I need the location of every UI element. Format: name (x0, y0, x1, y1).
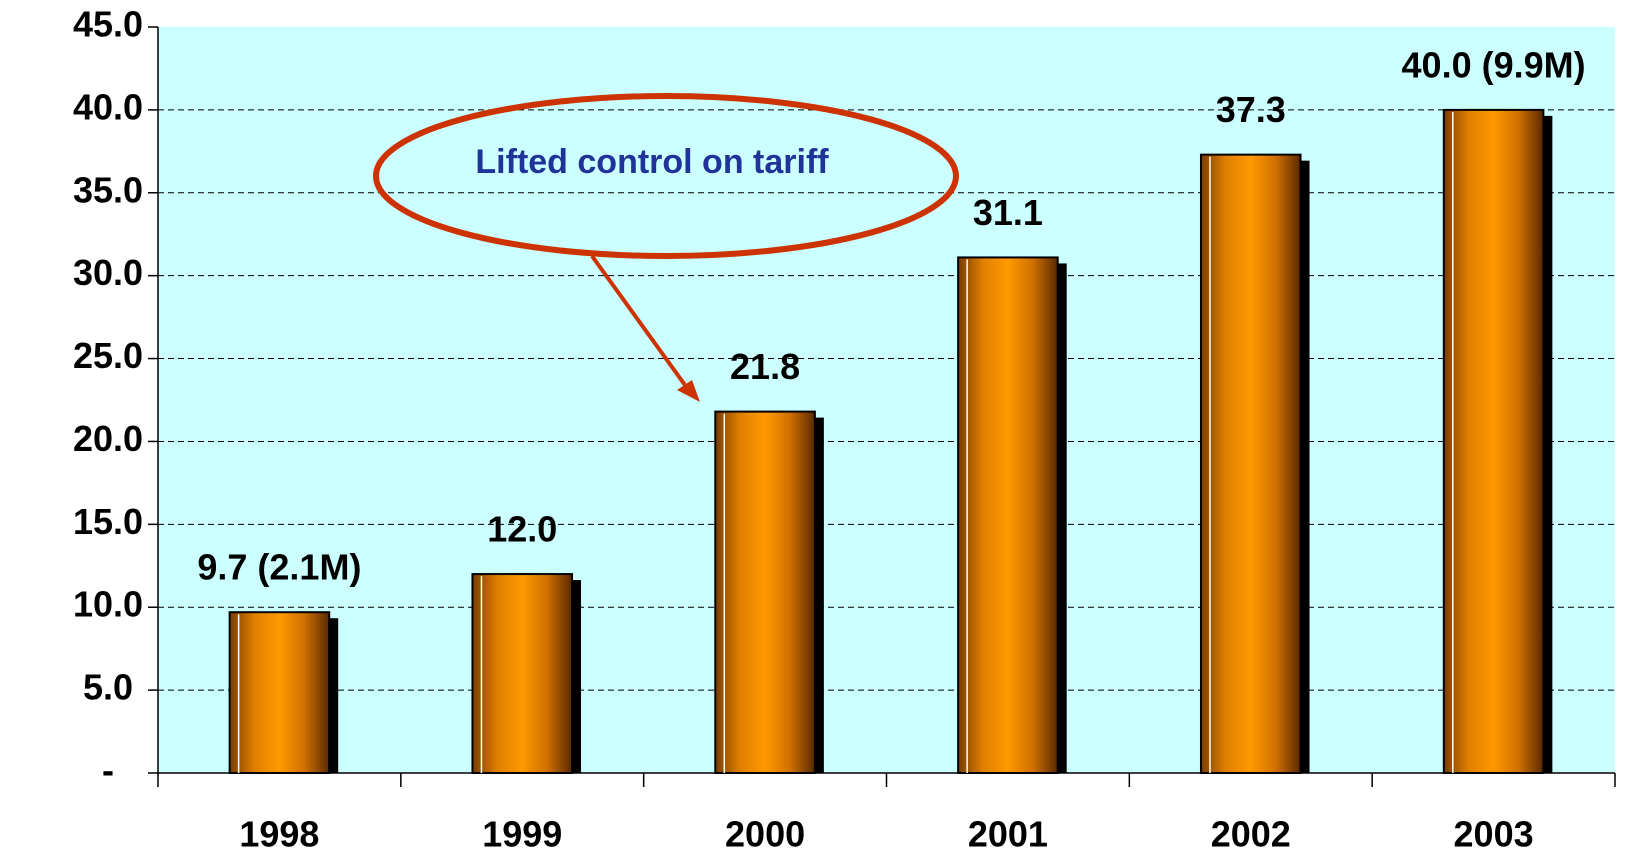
value-label: 31.1 (973, 192, 1043, 233)
y-tick-label: 15.0 (73, 501, 143, 542)
plot-area (158, 27, 1615, 773)
x-tick-label: 1998 (239, 814, 319, 855)
value-label: 40.0 (9.9M) (1402, 44, 1586, 85)
bar (714, 410, 816, 774)
bar (1199, 153, 1302, 775)
y-tick-label: - (102, 750, 114, 791)
x-tick-label: 2002 (1211, 814, 1291, 855)
y-tick-label: 10.0 (73, 584, 143, 625)
x-tick-label: 2003 (1454, 814, 1534, 855)
y-tick-label: 20.0 (73, 418, 143, 459)
x-tick-label: 2001 (968, 814, 1048, 855)
bar (228, 611, 331, 774)
bar (1442, 108, 1545, 774)
x-tick-label: 2000 (725, 814, 805, 855)
y-tick-label: 5.0 (83, 667, 133, 708)
y-tick-label: 40.0 (73, 86, 143, 127)
value-label: 21.8 (730, 346, 800, 387)
annotation-text: Lifted control on tariff (475, 143, 829, 181)
value-label: 37.3 (1216, 89, 1286, 130)
y-tick-label: 25.0 (73, 335, 143, 376)
value-label: 12.0 (487, 509, 557, 550)
value-label: 9.7 (2.1M) (197, 547, 361, 588)
y-tick-label: 30.0 (73, 252, 143, 293)
bar (471, 573, 574, 774)
annotation-arrow (590, 254, 692, 394)
annotation-ellipse (373, 93, 959, 259)
y-tick-label: 45.0 (73, 4, 143, 45)
annotation-arrowhead (677, 380, 700, 402)
x-tick-label: 1999 (482, 814, 562, 855)
y-tick-label: 35.0 (73, 169, 143, 210)
bar (957, 256, 1059, 775)
